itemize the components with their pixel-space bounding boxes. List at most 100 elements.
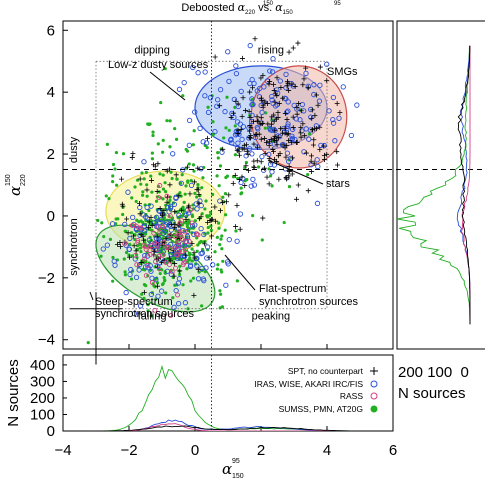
point-blue	[277, 78, 283, 84]
point-green	[150, 157, 155, 161]
point-green	[220, 305, 225, 309]
point-spt	[243, 142, 249, 148]
point-blue	[193, 201, 199, 207]
point-green	[217, 226, 221, 230]
point-blue	[332, 138, 338, 144]
point-spt	[159, 259, 165, 265]
point-spt	[259, 98, 265, 104]
point-rass	[156, 224, 161, 230]
point-green	[187, 219, 191, 223]
point-spt	[212, 54, 218, 60]
point-green	[216, 156, 220, 160]
point-rass	[164, 245, 170, 251]
point-green	[180, 173, 184, 177]
point-blue	[222, 108, 228, 115]
point-spt	[260, 215, 266, 221]
point-rass	[172, 234, 178, 240]
point-green	[211, 133, 215, 137]
y-tick-label: 0	[47, 208, 55, 225]
point-spt	[233, 98, 239, 104]
point-spt	[298, 134, 304, 140]
point-green	[134, 199, 138, 204]
point-green	[206, 231, 210, 235]
point-spt	[290, 125, 296, 131]
point-spt	[258, 136, 264, 142]
point-spt	[237, 226, 243, 232]
point-green	[193, 219, 197, 223]
point-spt	[303, 150, 309, 156]
point-blue	[186, 142, 192, 148]
y-tick-label: 6	[47, 22, 55, 39]
point-spt	[334, 162, 340, 168]
point-spt	[213, 218, 219, 224]
point-rass	[143, 246, 149, 252]
bottom-histogram	[89, 364, 351, 431]
point-blue	[229, 140, 235, 146]
point-green	[182, 221, 186, 225]
y-axis-symbol: α	[6, 186, 24, 196]
point-blue	[197, 125, 203, 132]
point-blue	[189, 223, 196, 229]
point-blue	[168, 241, 174, 248]
point-blue	[202, 69, 208, 75]
point-spt	[168, 232, 174, 238]
point-green	[130, 254, 134, 258]
point-green	[111, 180, 115, 184]
point-green	[216, 151, 220, 155]
point-blue	[175, 301, 182, 307]
point-blue	[153, 276, 159, 283]
point-spt	[276, 153, 282, 159]
point-blue	[173, 244, 179, 250]
point-blue	[308, 114, 314, 120]
point-spt	[177, 235, 183, 241]
point-green	[209, 224, 213, 228]
point-green	[161, 138, 165, 143]
point-blue	[269, 93, 275, 100]
point-green	[224, 213, 228, 217]
point-rass	[156, 266, 162, 272]
legend-label: SPT, no counterpart	[288, 366, 364, 376]
point-spt	[309, 107, 315, 113]
point-green	[168, 119, 172, 123]
point-spt	[311, 137, 317, 143]
point-green	[282, 220, 286, 225]
y-axis-sup: 150	[5, 174, 12, 186]
point-spt	[161, 208, 167, 214]
point-spt	[172, 209, 178, 215]
point-green	[121, 152, 126, 156]
point-spt	[163, 236, 169, 242]
point-green	[168, 195, 172, 199]
point-spt	[300, 121, 306, 127]
point-spt	[272, 127, 278, 133]
point-green	[123, 273, 128, 277]
point-spt	[146, 219, 152, 225]
point-blue	[204, 244, 211, 250]
point-rass	[167, 213, 173, 219]
point-spt	[264, 101, 270, 107]
point-blue	[158, 288, 165, 294]
point-blue	[354, 102, 360, 108]
point-spt	[118, 244, 124, 250]
point-green	[193, 191, 197, 195]
point-blue	[144, 253, 151, 259]
point-rass	[135, 239, 141, 245]
point-spt	[294, 104, 300, 110]
point-rass	[157, 183, 163, 188]
point-blue	[203, 140, 210, 146]
point-blue	[284, 150, 291, 156]
point-spt	[280, 95, 286, 101]
point-blue	[293, 116, 300, 122]
point-spt	[260, 102, 266, 108]
point-green	[168, 198, 172, 202]
point-blue	[248, 183, 254, 189]
point-rass	[144, 262, 150, 268]
point-spt	[127, 254, 133, 260]
point-spt	[242, 183, 248, 189]
point-spt	[144, 187, 150, 193]
point-blue	[238, 88, 244, 95]
point-green	[233, 153, 237, 157]
point-green	[122, 257, 126, 261]
point-green	[239, 192, 243, 196]
point-blue	[131, 310, 138, 317]
point-green	[174, 137, 179, 141]
